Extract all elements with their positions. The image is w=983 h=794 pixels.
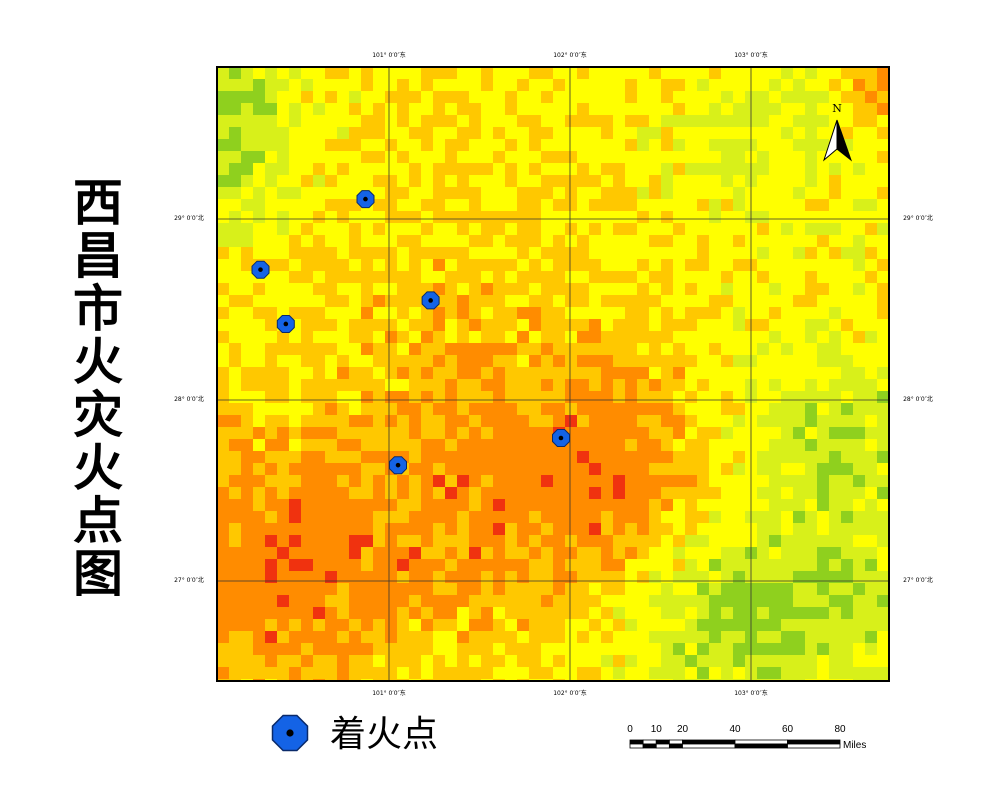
legend-label: 着火点	[330, 714, 439, 755]
title-char: 灾	[73, 385, 123, 444]
scale-segment	[734, 743, 788, 749]
fire-point-icon	[276, 315, 295, 333]
lat-tick-left: 27° 0′0″北	[174, 576, 204, 584]
scale-segment	[629, 743, 644, 749]
title-char: 市	[73, 279, 123, 338]
fire-point-icon	[356, 190, 375, 209]
fire-point-icon	[552, 429, 570, 447]
graticule	[217, 67, 889, 681]
lat-tick-right: 29° 0′0″北	[903, 214, 933, 222]
title-char: 点	[73, 491, 123, 550]
fire-risk-raster	[217, 67, 889, 681]
lon-tick-bottom: 103° 0′0″东	[734, 689, 768, 697]
title-char: 火	[73, 438, 123, 497]
lat-tick-right: 27° 0′0″北	[903, 576, 933, 584]
lon-tick-bottom: 102° 0′0″东	[553, 689, 587, 697]
lat-tick-right: 28° 0′0″北	[903, 395, 933, 403]
title-char: 昌	[73, 226, 123, 285]
north-label: N	[832, 102, 842, 115]
scale-segment	[642, 739, 657, 745]
scale-unit-label: Miles	[843, 740, 866, 751]
fire-point-icon	[251, 260, 270, 279]
scale-bar: 0 10 20 40 60 80 Miles	[627, 724, 866, 751]
map-frame	[216, 66, 890, 682]
map-title: 西 昌 市 火 灾 火 点 图	[68, 176, 128, 600]
lon-tick-bottom: 101° 0′0″东	[372, 689, 406, 697]
scale-segment	[787, 743, 841, 749]
north-arrow: N	[822, 102, 853, 162]
fire-point-icon	[421, 291, 440, 310]
lon-tick-top: 102° 0′0″东	[553, 51, 587, 59]
lat-tick-left: 29° 0′0″北	[174, 214, 204, 222]
scale-segment	[668, 743, 683, 749]
lon-tick-top: 101° 0′0″东	[372, 51, 406, 59]
scale-tick-label: 0	[627, 724, 633, 735]
scale-segment	[629, 739, 644, 745]
scale-tick-label: 10	[651, 724, 663, 735]
scale-segment	[682, 739, 736, 745]
legend-fire-point-icon	[271, 714, 309, 752]
scale-segment	[787, 739, 841, 745]
lat-tick-left: 28° 0′0″北	[174, 395, 204, 403]
title-char: 火	[73, 332, 123, 391]
scale-segment	[642, 743, 657, 749]
fire-point-icon	[389, 456, 407, 475]
scale-tick-label: 60	[782, 724, 794, 735]
scale-tick-label: 40	[729, 724, 741, 735]
scale-tick-label: 20	[677, 724, 689, 735]
north-arrow-icon	[822, 119, 853, 162]
scale-segment	[655, 743, 670, 749]
scale-segment	[682, 743, 736, 749]
title-char: 图	[73, 544, 123, 603]
fire-points-layer	[251, 190, 570, 475]
scale-segment	[655, 739, 670, 745]
title-char: 西	[73, 173, 123, 232]
scale-segment	[668, 739, 683, 745]
scale-tick-label: 80	[834, 724, 846, 735]
lon-tick-top: 103° 0′0″东	[734, 51, 768, 59]
scale-segment	[734, 739, 788, 745]
